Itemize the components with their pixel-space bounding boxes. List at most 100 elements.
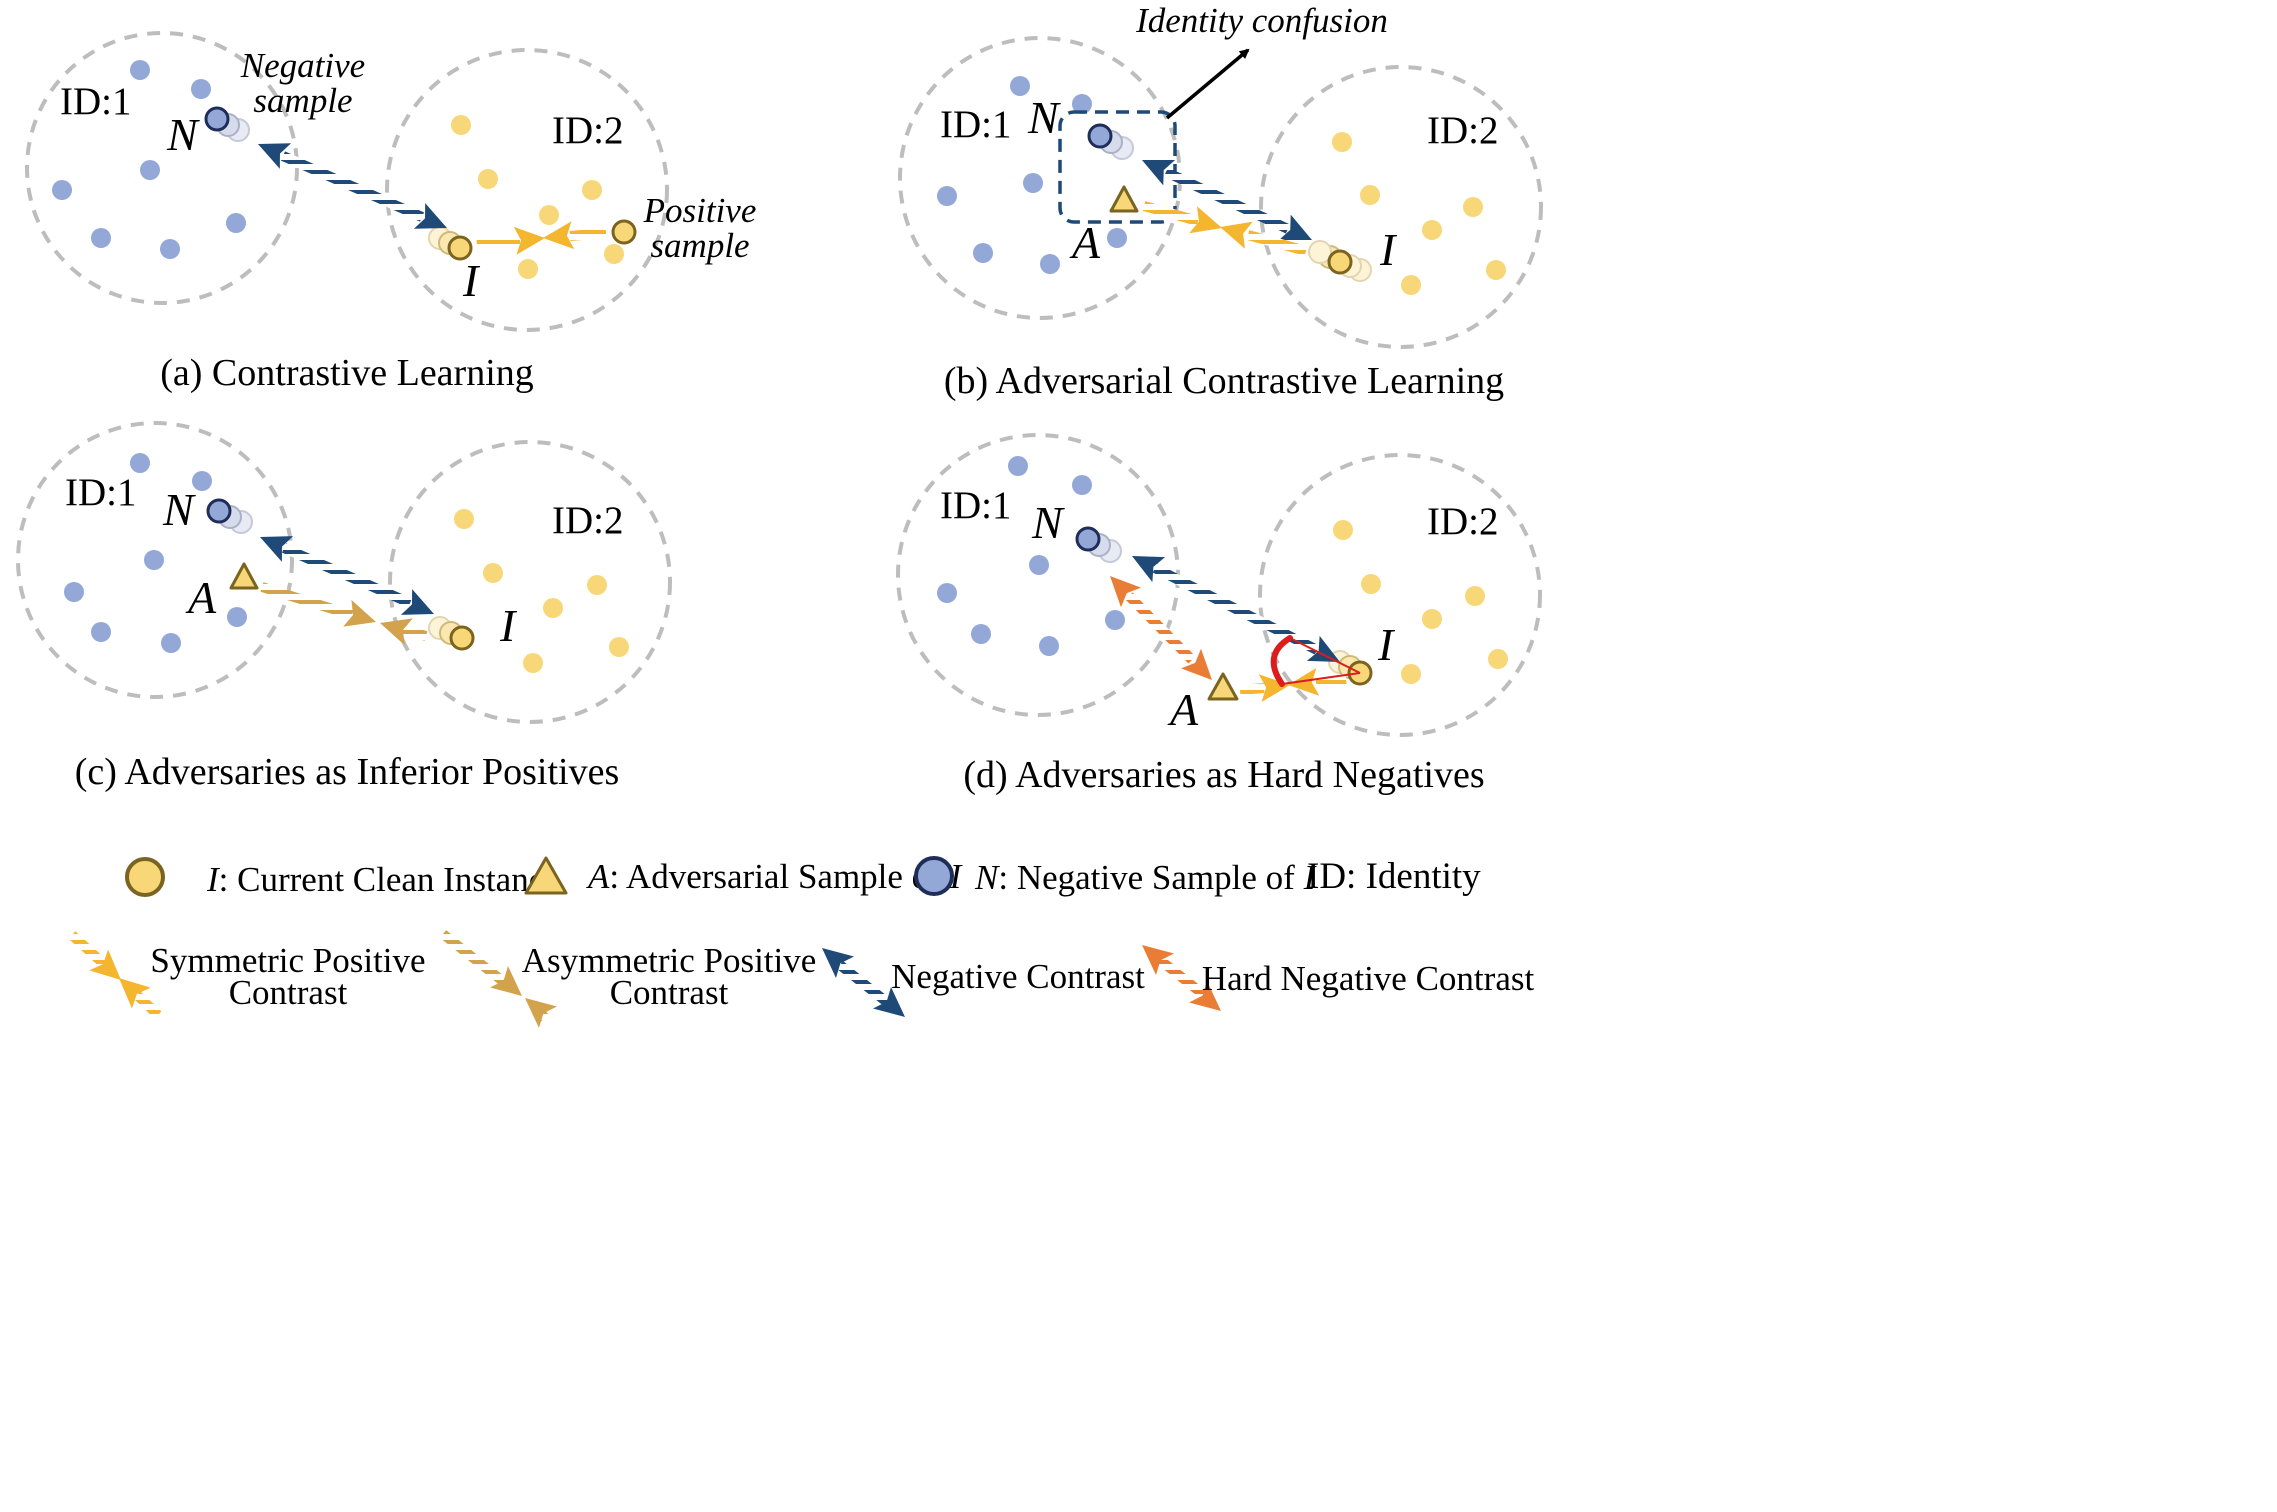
panel-a: ID:1 ID:2 N I Negative sample Positive s… <box>25 31 757 394</box>
legend-negative-letter: N <box>974 858 1000 897</box>
cluster-id2 <box>1259 65 1543 349</box>
negative-contrast-arrow <box>1142 159 1312 241</box>
symmetric-positive-arrow <box>476 221 607 255</box>
legend-asymmetric-icon <box>439 930 557 1029</box>
symmetric-positive-arrow <box>1239 667 1347 703</box>
clean-instance-trail <box>428 616 475 651</box>
clean-instance-point <box>449 625 475 651</box>
clean-letter: I <box>1377 619 1396 670</box>
legend-hard-negative-text: Hard Negative Contrast <box>1202 959 1535 998</box>
legend-clean-letter: I <box>206 860 221 899</box>
negative-contrast-arrow <box>258 143 447 229</box>
legend-adversarial-letter: A <box>586 857 610 896</box>
panel-b: ID:1 ID:2 N A I Identity confusion (b) A… <box>898 1 1543 402</box>
legend-hard-negative-icon <box>1142 945 1221 1011</box>
identity-confusion-note: Identity confusion <box>1135 1 1388 40</box>
caption-d: (d) Adversaries as Hard Negatives <box>963 754 1484 796</box>
caption-a: (a) Contrastive Learning <box>160 352 534 394</box>
negative-points <box>52 60 246 259</box>
negative-sample-point <box>204 106 230 132</box>
negative-letter: N <box>166 109 200 160</box>
negative-points <box>937 76 1127 274</box>
adversarial-letter: A <box>185 572 217 623</box>
legend-negative-letter2: I <box>1303 858 1318 897</box>
adversarial-sample-point <box>1109 185 1139 213</box>
cluster-id2 <box>385 48 669 332</box>
legend-negative-contrast-icon <box>822 948 905 1017</box>
negative-note-line1: Negative <box>240 46 365 85</box>
negative-sample-point <box>206 498 232 524</box>
cluster2-label: ID:2 <box>1427 109 1499 152</box>
adversarial-letter: A <box>1167 684 1199 735</box>
positive-points <box>454 509 629 673</box>
identity-confusion-pointer <box>1165 48 1250 120</box>
panel-d: ID:1 ID:2 N A I (d) Adversaries as Hard … <box>896 433 1542 796</box>
cluster-id2 <box>1258 453 1542 737</box>
cluster1-label: ID:1 <box>940 484 1012 527</box>
negative-letter: N <box>162 484 196 535</box>
legend-adversarial-text: A: Adversarial Sample of I <box>586 857 964 896</box>
cluster1-label: ID:1 <box>65 471 137 514</box>
negative-sample-point <box>1075 526 1101 552</box>
hard-negative-contrast-arrow <box>1110 576 1212 680</box>
legend-clean-desc: : Current Clean Instance <box>219 860 560 899</box>
legend-negative-symbol <box>914 856 954 896</box>
legend-adversarial-desc: : Adversarial Sample of <box>609 857 949 896</box>
negative-contrast-arrow <box>260 536 434 615</box>
clean-instance-point <box>1327 249 1353 275</box>
cluster2-label: ID:2 <box>552 499 624 542</box>
legend-negative-text: N: Negative Sample of I <box>974 858 1318 897</box>
cluster2-label: ID:2 <box>552 109 624 152</box>
legend-clean-symbol <box>125 857 165 897</box>
legend-symmetric-line2: Contrast <box>229 973 348 1012</box>
symmetric-positive-arrow <box>1142 201 1308 256</box>
cluster-id1 <box>16 421 294 699</box>
cluster-id2 <box>388 440 672 724</box>
cluster2-label: ID:2 <box>1427 500 1499 543</box>
positive-note-line1: Positive <box>643 191 757 230</box>
negative-points <box>937 456 1125 656</box>
legend-asymmetric-line1: Asymmetric Positive <box>522 941 817 980</box>
negative-sample-trail <box>1087 123 1134 160</box>
negative-sample-trail <box>204 106 250 142</box>
positive-points <box>1333 520 1508 684</box>
panel-c: ID:1 ID:2 N A I (c) Adversaries as Infer… <box>16 421 672 793</box>
legend: I: Current Clean Instance A: Adversarial… <box>68 856 1535 1029</box>
legend-symmetric-line1: Symmetric Positive <box>150 941 425 980</box>
negative-letter: N <box>1027 92 1061 143</box>
caption-c: (c) Adversaries as Inferior Positives <box>75 751 620 793</box>
negative-points <box>64 453 247 653</box>
legend-negative-contrast-text: Negative Contrast <box>891 957 1145 996</box>
adversarial-sample-point <box>229 562 259 590</box>
cluster-id1 <box>896 433 1180 717</box>
clean-letter: I <box>462 255 481 306</box>
adversarial-letter: A <box>1069 217 1101 268</box>
legend-adversarial-letter2: I <box>949 857 964 896</box>
cluster1-label: ID:1 <box>60 80 132 123</box>
legend-adversarial-symbol <box>524 856 568 895</box>
positive-points <box>451 115 624 279</box>
legend-identity-text: ID: Identity <box>1307 856 1481 897</box>
legend-clean-text: I: Current Clean Instance <box>206 860 560 899</box>
asymmetric-positive-arrow <box>260 582 428 646</box>
clean-instance-trail <box>1308 240 1372 282</box>
legend-symmetric-icon <box>68 931 162 1019</box>
positive-points <box>1332 132 1506 295</box>
legend-negative-desc: : Negative Sample of <box>998 858 1303 897</box>
cluster1-label: ID:1 <box>940 103 1012 146</box>
adversarial-sample-point <box>1207 672 1239 701</box>
negative-sample-trail <box>206 498 253 534</box>
positive-note-line2: sample <box>650 226 749 265</box>
caption-b: (b) Adversarial Contrastive Learning <box>944 360 1504 402</box>
negative-contrast-arrow <box>1132 556 1340 662</box>
clean-instance-trail <box>428 226 473 261</box>
negative-sample-point <box>1087 123 1113 149</box>
angle-mark <box>1270 635 1361 687</box>
legend-asymmetric-line2: Contrast <box>610 973 729 1012</box>
clean-instance-point <box>447 235 473 261</box>
cluster-id1 <box>25 31 299 305</box>
identity-confusion-box <box>1058 110 1177 224</box>
negative-sample-trail <box>1075 526 1122 563</box>
clean-letter: I <box>499 600 518 651</box>
positive-sample-point <box>611 219 637 245</box>
